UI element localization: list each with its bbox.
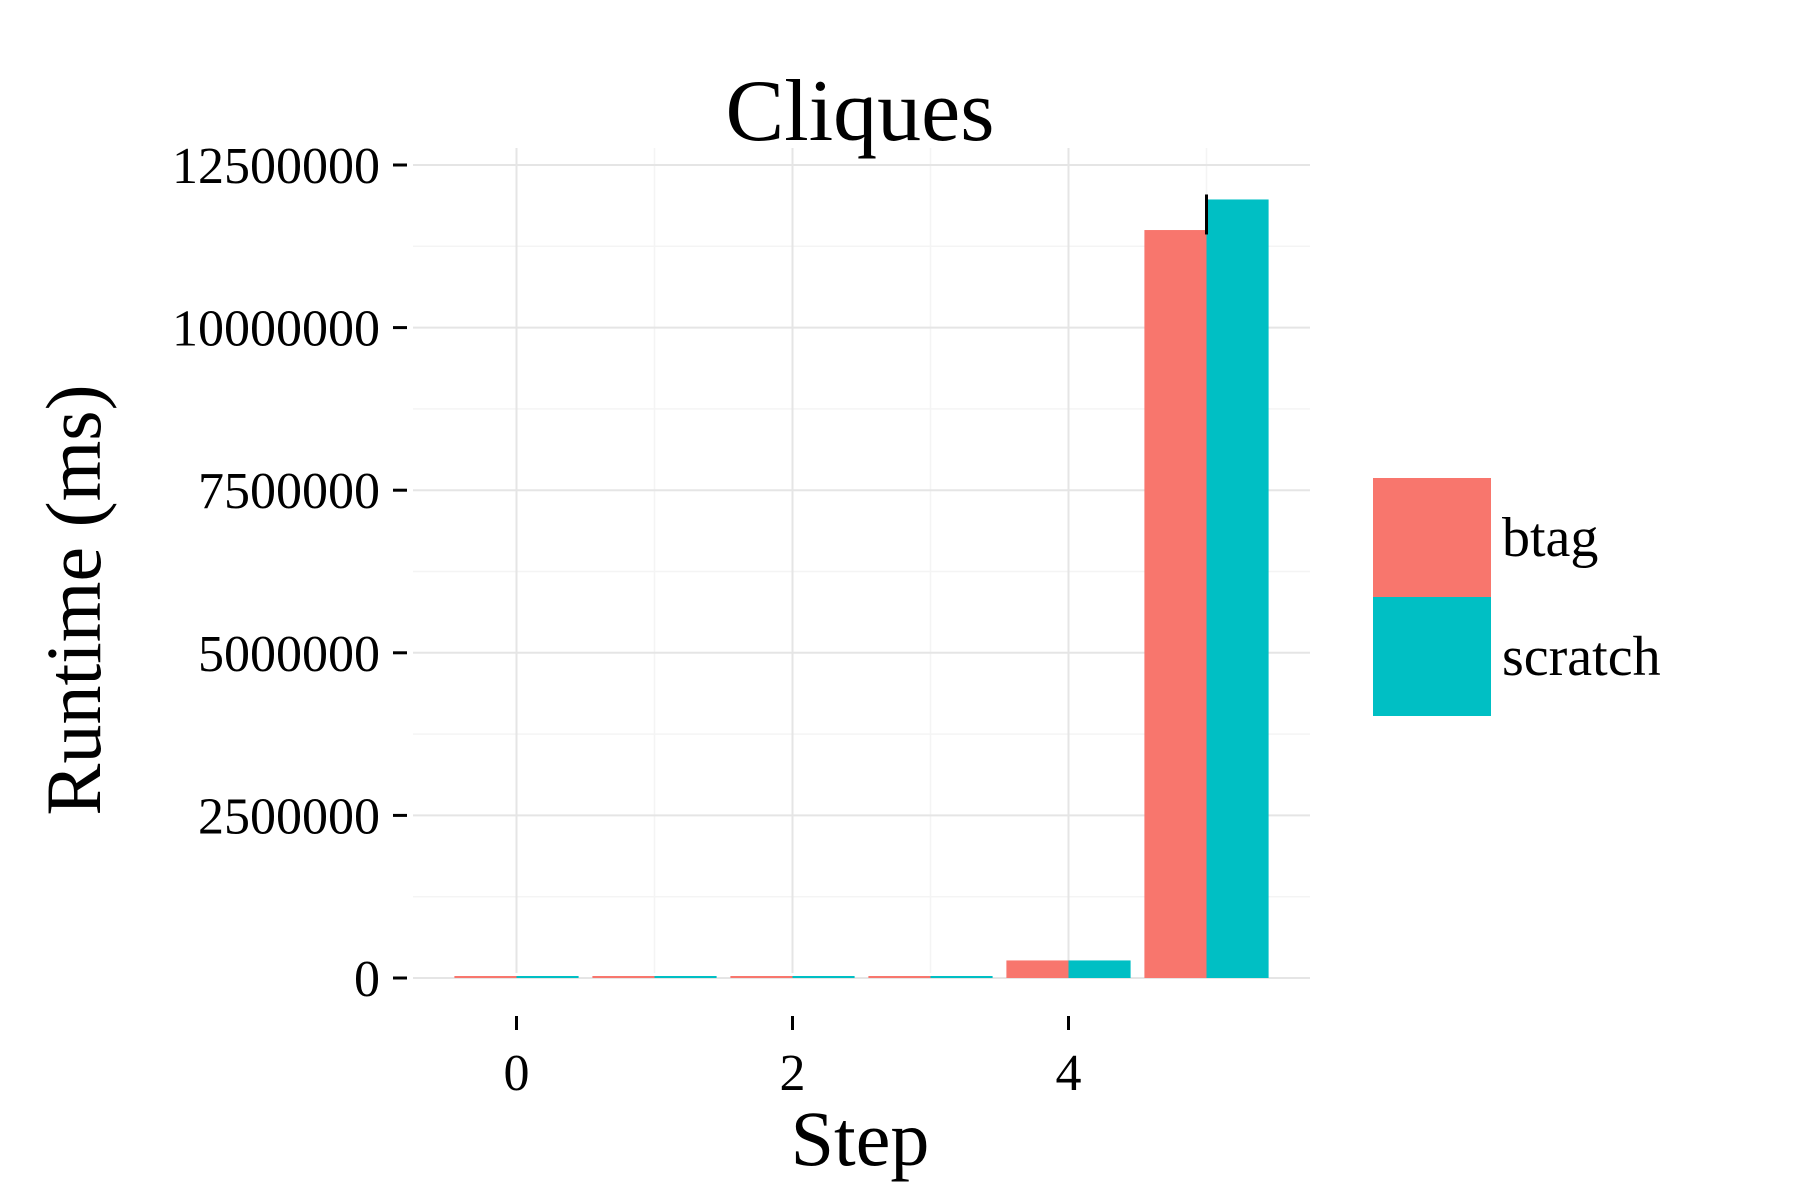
bar-btag-step-1 <box>592 976 655 978</box>
y-axis-title: Runtime (ms) <box>30 384 117 815</box>
legend-label-scratch: scratch <box>1502 626 1661 688</box>
x-axis: 0 2 4 <box>504 1016 1082 1102</box>
y-tick-label: 7500000 <box>198 463 380 520</box>
legend-key-btag <box>1373 478 1491 597</box>
legend-label-btag: btag <box>1502 507 1598 569</box>
y-tick-label: 12500000 <box>172 138 380 195</box>
x-tick-label: 0 <box>504 1045 530 1102</box>
bar-btag-step-3 <box>868 976 931 978</box>
bar-scratch-step-5 <box>1206 199 1269 979</box>
bar-btag-step-0 <box>454 976 517 978</box>
bar-scratch-step-0 <box>516 976 579 978</box>
legend-key-scratch <box>1373 597 1491 716</box>
x-tick-label: 2 <box>780 1045 806 1102</box>
bar-scratch-step-3 <box>930 976 993 978</box>
chart-title: Cliques <box>726 63 995 160</box>
y-tick-label: 0 <box>354 951 380 1008</box>
y-tick-label: 5000000 <box>198 626 380 683</box>
bar-scratch-step-1 <box>654 976 717 978</box>
x-axis-title: Step <box>791 1095 930 1182</box>
bars <box>454 199 1269 979</box>
y-tick-label: 2500000 <box>198 788 380 845</box>
y-axis: 0 2500000 5000000 7500000 10000000 12500000 <box>172 138 407 1008</box>
bar-btag-step-5 <box>1144 230 1207 979</box>
y-tick-label: 10000000 <box>172 301 380 358</box>
bar-btag-step-4 <box>1006 960 1069 978</box>
bar-scratch-step-4 <box>1068 960 1131 978</box>
bar-btag-step-2 <box>730 976 793 978</box>
bar-scratch-step-2 <box>792 976 855 978</box>
x-tick-label: 4 <box>1056 1045 1082 1102</box>
legend: btag scratch <box>1373 478 1661 716</box>
